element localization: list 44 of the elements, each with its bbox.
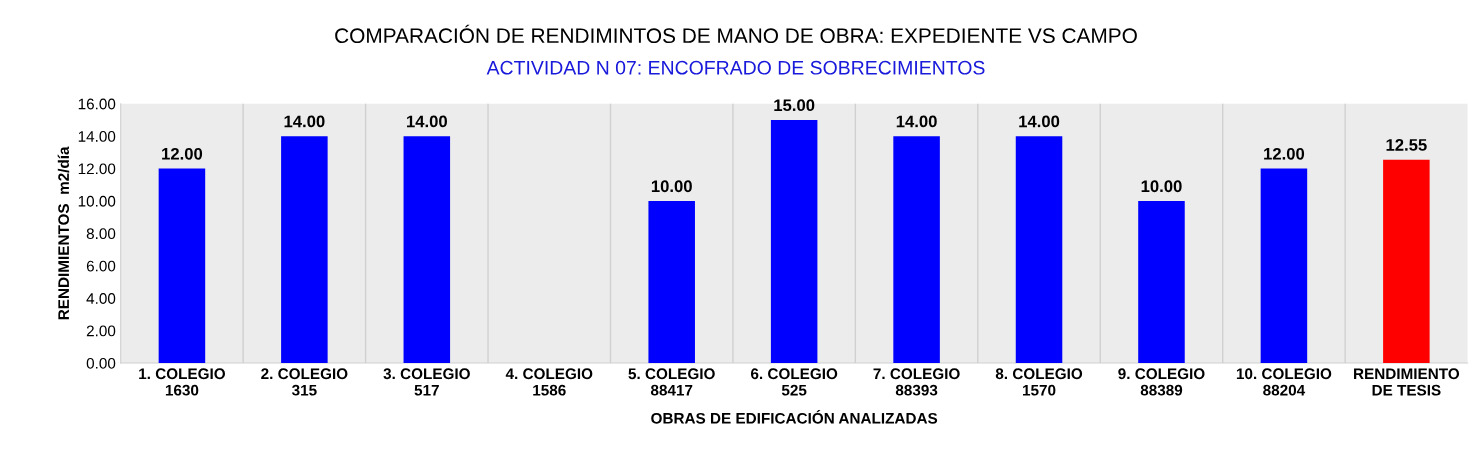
bar bbox=[1015, 136, 1063, 364]
data-label: 12.00 bbox=[162, 147, 203, 160]
chart-title: COMPARACIÓN DE RENDIMINTOS DE MANO DE OBRA: EXPEDIENTE VS CAMPO bbox=[335, 24, 1137, 44]
x-tick-label: 5. COLEGIO 88417 bbox=[628, 368, 715, 396]
y-tick-label: 12.00 bbox=[78, 163, 116, 175]
bar bbox=[1383, 159, 1430, 364]
y-tick-label: 0.00 bbox=[86, 357, 116, 369]
x-tick-label: 4. COLEGIO 1586 bbox=[505, 368, 593, 396]
y-tick-label: 16.00 bbox=[78, 98, 116, 110]
bar bbox=[770, 119, 818, 364]
data-label: 10.00 bbox=[651, 180, 692, 193]
bar bbox=[648, 200, 695, 364]
bar bbox=[893, 136, 940, 364]
x-tick-label: 8. COLEGIO 1570 bbox=[995, 368, 1083, 396]
y-tick-label: 4.00 bbox=[86, 293, 116, 304]
y-tick-label: 10.00 bbox=[78, 195, 116, 207]
y-tick-label: 14.00 bbox=[78, 131, 116, 142]
x-tick-label: 1. COLEGIO 1630 bbox=[139, 368, 225, 396]
bar bbox=[281, 136, 328, 364]
data-label: 14.00 bbox=[896, 115, 937, 128]
bar bbox=[158, 168, 206, 364]
data-label: 14.00 bbox=[1019, 115, 1060, 128]
data-label: 12.00 bbox=[1264, 147, 1305, 160]
y-tick-label: 6.00 bbox=[86, 260, 116, 272]
y-tick-label: 8.00 bbox=[86, 228, 116, 240]
x-tick-label: 7. COLEGIO 88393 bbox=[873, 368, 960, 396]
chart-subtitle: ACTIVIDAD N 07: ENCOFRADO DE SOBRECIMIENTOS bbox=[486, 60, 985, 75]
bar bbox=[403, 136, 451, 364]
x-tick-label: RENDIMIENTO DE TESIS bbox=[1354, 368, 1460, 396]
data-label: 15.00 bbox=[774, 99, 815, 112]
y-tick-label: 2.00 bbox=[86, 325, 116, 337]
x-tick-label: 9. COLEGIO 88389 bbox=[1118, 368, 1205, 396]
bar bbox=[1138, 200, 1185, 364]
x-tick-label: 10. COLEGIO 88204 bbox=[1236, 368, 1332, 396]
data-label: 10.00 bbox=[1141, 180, 1182, 193]
data-label: 14.00 bbox=[407, 115, 447, 128]
x-axis-title: OBRAS DE EDIFICACIÓN ANALIZADAS bbox=[651, 410, 938, 424]
x-tick-label: 6. COLEGIO 525 bbox=[750, 368, 838, 396]
data-label: 14.00 bbox=[284, 115, 325, 128]
x-tick-label: 2. COLEGIO 315 bbox=[261, 368, 348, 396]
x-tick-label: 3. COLEGIO 517 bbox=[383, 368, 470, 396]
data-label: 12.55 bbox=[1386, 139, 1427, 151]
bar bbox=[1260, 168, 1308, 364]
y-axis-title: RENDIMIENTOS m2/día bbox=[57, 146, 70, 320]
